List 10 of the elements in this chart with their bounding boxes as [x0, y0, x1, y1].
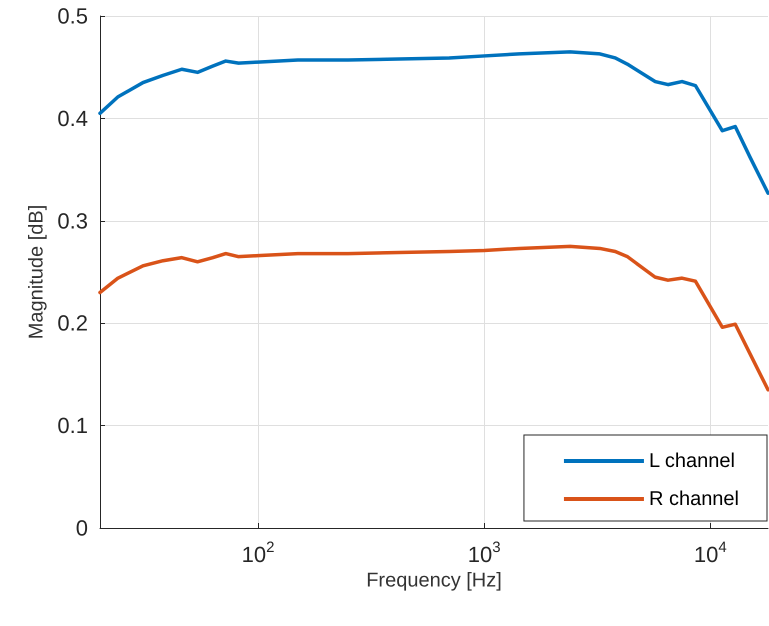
- legend-label: L channel: [648, 450, 735, 472]
- x-axis-title: Frequency [Hz]: [366, 569, 502, 592]
- y-tick-label: 0: [76, 516, 88, 540]
- y-tick-label: 0.3: [57, 208, 88, 234]
- legend-label: R channel: [648, 488, 740, 510]
- y-tick-label: 0.5: [57, 4, 88, 28]
- y-tick-label: 0.1: [57, 413, 88, 438]
- y-axis-title: Magnitude [dB]: [26, 204, 48, 340]
- y-tick-label: 0.2: [57, 310, 88, 336]
- y-tick-label: 0.4: [57, 106, 88, 131]
